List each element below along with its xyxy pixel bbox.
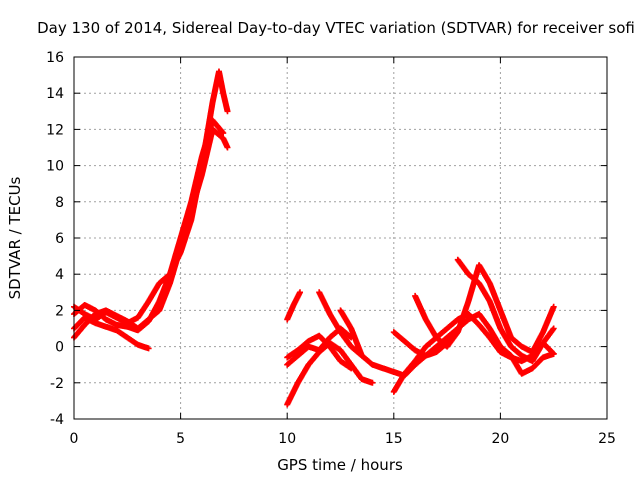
y-tick-label: 12: [46, 122, 64, 138]
y-tick-label: 0: [55, 340, 64, 356]
series-track-i: [316, 289, 365, 359]
y-tick-label: 2: [55, 303, 64, 319]
y-tick-label: 6: [55, 231, 64, 247]
series-track-m: [412, 262, 557, 356]
data-point: [224, 144, 231, 151]
x-tick-label: 10: [278, 431, 296, 447]
grid-lines: [74, 57, 607, 419]
x-axis-title: GPS time / hours: [277, 456, 403, 474]
y-tick-label: 16: [46, 50, 64, 66]
series-track-h: [284, 325, 355, 368]
x-tick-label: 0: [70, 431, 79, 447]
data-marks: [71, 68, 557, 408]
data-point: [550, 350, 557, 357]
data-point: [348, 365, 355, 372]
axis-ticks: 0 5 10 15 20 25 -4 -2 0 2 4 6 8 10 12 14 16: [46, 50, 616, 447]
series-track-k: [390, 311, 557, 395]
x-tick-label: 25: [598, 431, 616, 447]
y-tick-label: -2: [50, 376, 64, 392]
series-track-b: [71, 68, 231, 327]
data-point: [224, 108, 231, 115]
data-point: [145, 345, 152, 352]
y-tick-label: 10: [46, 159, 64, 175]
series-track-n: [454, 256, 557, 365]
y-axis-title: SDTVAR / TECUs: [6, 176, 24, 299]
data-point: [296, 289, 303, 296]
x-tick-label: 5: [176, 431, 185, 447]
series-track-d: [71, 117, 227, 334]
y-tick-label: 14: [46, 86, 64, 102]
data-point: [550, 325, 557, 332]
y-tick-label: -4: [50, 412, 64, 428]
y-tick-label: 8: [55, 195, 64, 211]
series-track-e: [284, 289, 303, 323]
x-tick-label: 20: [491, 431, 509, 447]
data-point: [220, 130, 227, 137]
chart-title: Day 130 of 2014, Sidereal Day-to-day VTE…: [37, 19, 635, 37]
data-point: [369, 379, 376, 386]
y-tick-label: 4: [55, 267, 64, 283]
data-point: [550, 303, 557, 310]
series-track-a: [71, 314, 152, 352]
x-tick-label: 15: [385, 431, 403, 447]
